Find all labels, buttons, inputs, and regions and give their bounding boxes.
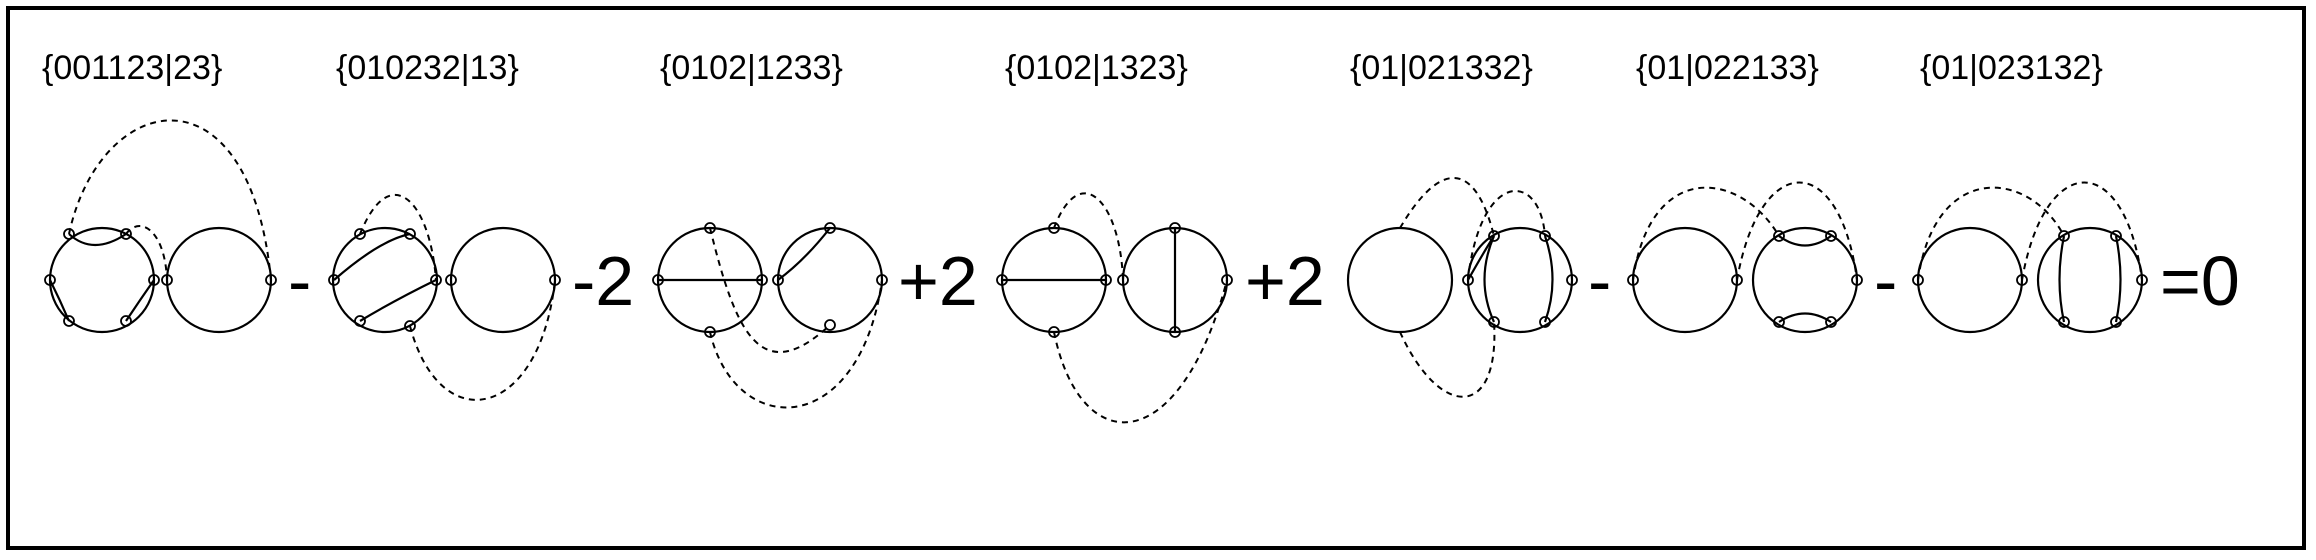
term-6-dashed-propagator [1736,181,1858,281]
operator-4: +2 [1245,242,1325,320]
term-2-chord [333,232,411,281]
term-6-chord [1778,235,1832,247]
operator-7: =0 [2160,242,2240,320]
term-6-chord [1778,312,1832,323]
term-6-left-circle [1631,226,1739,334]
term-7-label: {01|023132} [1920,49,2103,87]
term-6: {01|022133} [1627,49,1863,334]
term-1: {001123|23} [42,49,277,334]
term-3-chord [777,227,831,281]
term-2-right-circle [449,226,557,334]
term-2-dashed-propagator [409,279,556,401]
operator-6: - [1874,242,1897,320]
term-7-vertices [1912,230,2148,328]
term-2-label: {010232|13} [336,49,519,87]
term-4-dashed-propagator [1053,279,1228,424]
term-3-label: {0102|1233} [660,49,843,87]
term-3-dashed-propagator [709,279,883,409]
term-2-vertices [328,228,561,332]
term-1-chord [125,279,155,322]
term-5-vertices [1462,230,1578,328]
term-2-left-circle [331,226,439,334]
term-5-chord [1543,235,1554,323]
term-3: {0102|1233} [652,49,888,409]
term-3-right-circle [776,226,884,334]
term-6-label: {01|022133} [1636,49,1819,87]
term-5: {01|021332} [1346,49,1578,398]
term-5-dashed-propagator [1467,189,1546,281]
term-4-dashed-propagator [1053,192,1124,281]
term-1-chord [49,279,71,322]
term-7-chord [2114,235,2122,323]
term-5-left-circle [1346,226,1454,334]
term-7-dashed-propagator [2021,181,2143,281]
term-1-vertices [44,228,277,327]
term-2: {010232|13} [328,49,561,401]
operator-5: - [1588,242,1611,320]
operator-1: - [288,242,311,320]
operator-2: -2 [572,242,634,320]
term-7-chord [2058,235,2066,323]
term-4-label: {0102|1323} [1005,49,1188,87]
term-6-right-circle [1751,226,1859,334]
term-2-chord [359,279,437,322]
operator-3: +2 [898,242,978,320]
term-5-label: {01|021332} [1350,49,1533,87]
term-3-vertices [652,222,888,338]
term-4-vertices [996,222,1233,338]
term-1-label: {001123|23} [42,49,222,87]
term-7-dashed-propagator [1917,186,2065,281]
term-1-right-circle [165,226,273,334]
term-7-right-circle [2036,226,2144,334]
term-1-dashed-propagator [125,225,168,281]
term-6-vertices [1627,230,1863,328]
term-7-left-circle [1916,226,2024,334]
term-2-dashed-propagator [359,194,437,281]
term-4: {0102|1323} [996,49,1233,424]
term-6-dashed-propagator [1632,186,1780,281]
term-5-dashed-propagator [1399,177,1495,237]
term-1-dashed-propagator [68,119,272,281]
term-5-dashed-propagator [1399,321,1496,398]
diagram-frame [6,6,2306,550]
term-3-dashed-propagator [709,227,831,354]
term-7: {01|023132} [1912,49,2148,334]
term-1-chord [68,233,127,246]
term-5-chord [1483,235,1496,323]
